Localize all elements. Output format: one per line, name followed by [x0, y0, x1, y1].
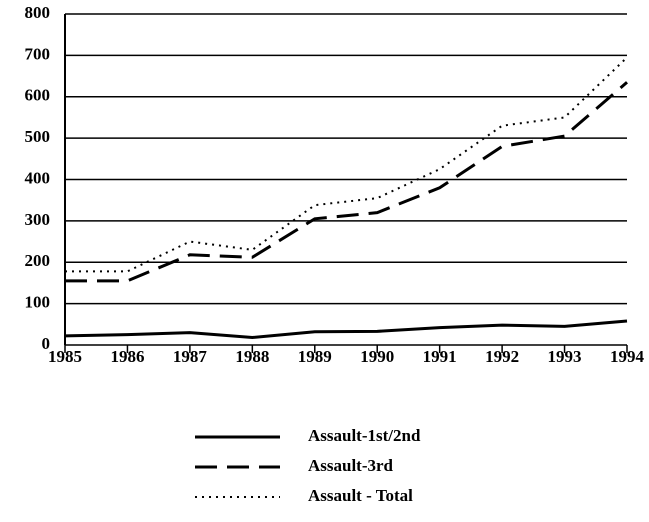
y-tick-label: 100 [25, 293, 51, 312]
y-tick-label: 500 [25, 127, 51, 146]
x-tick-label: 1989 [298, 347, 332, 366]
y-tick-label: 400 [25, 168, 51, 187]
series-line [64, 319, 628, 340]
legend-label: Assault - Total [308, 486, 413, 505]
x-tick-label: 1985 [48, 347, 82, 366]
x-tick-label: 1986 [110, 347, 144, 366]
x-tick-label: 1993 [548, 347, 582, 366]
x-tick-label: 1991 [423, 347, 457, 366]
x-tick-label: 1987 [173, 347, 208, 366]
y-tick-label: 700 [25, 44, 51, 63]
series-line [65, 81, 628, 283]
series-line [65, 56, 628, 273]
x-tick-label: 1990 [360, 347, 394, 366]
x-tick-label: 1994 [610, 347, 645, 366]
legend-label: Assault-1st/2nd [308, 426, 421, 445]
y-tick-label: 800 [25, 3, 51, 22]
y-tick-label: 200 [25, 251, 51, 270]
y-tick-label: 300 [25, 210, 51, 229]
y-tick-label: 600 [25, 86, 51, 105]
y-tick-label: 0 [42, 334, 51, 353]
x-tick-label: 1992 [485, 347, 519, 366]
x-tick-label: 1988 [235, 347, 269, 366]
legend-label: Assault-3rd [308, 456, 394, 475]
